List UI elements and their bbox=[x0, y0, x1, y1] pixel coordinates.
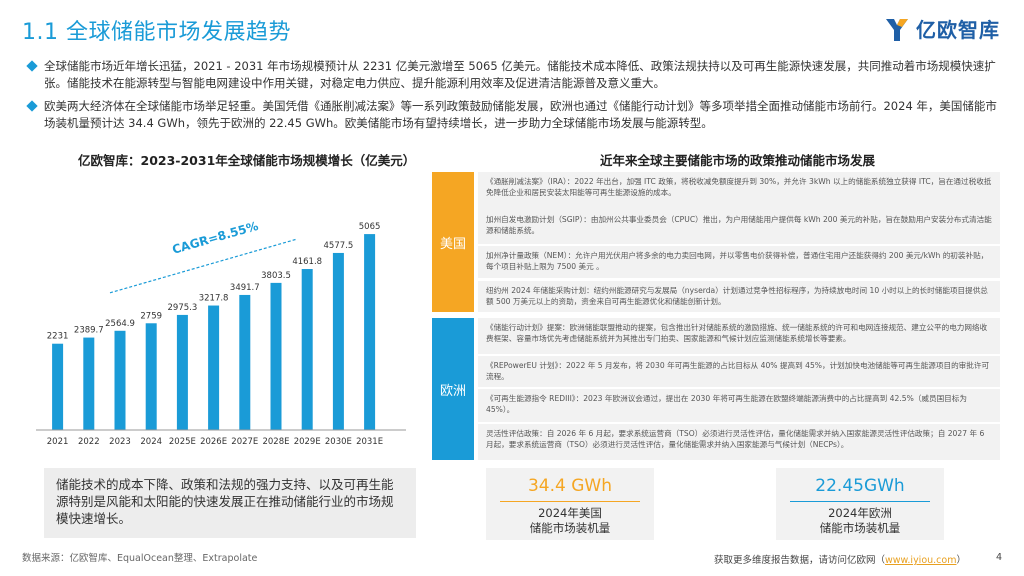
chart-x-tick-label: 2026E bbox=[200, 437, 227, 447]
intro-bullets: 全球储能市场近年增长迅猛，2021 - 2031 年市场规模预计从 2231 亿… bbox=[26, 58, 1008, 138]
region-label-eu: 欧洲 bbox=[432, 318, 474, 460]
stat-card-us: 34.4 GWh 2024年美国 储能市场装机量 bbox=[486, 468, 654, 540]
stat-value: 22.45GWh bbox=[815, 476, 905, 496]
footer-prefix: 获取更多维度报告数据，请访问亿欧网（ bbox=[713, 555, 885, 566]
region-label-us: 美国 bbox=[432, 172, 474, 312]
logo-icon bbox=[886, 18, 908, 41]
chart-bar bbox=[176, 314, 188, 430]
cagr-arrow-line bbox=[109, 238, 298, 294]
data-source: 数据来源：亿欧智库、EqualOcean整理、Extrapolate bbox=[22, 553, 258, 564]
logo-text: 亿欧智库 bbox=[916, 18, 1000, 42]
chart-bar bbox=[145, 323, 157, 430]
chart-x-tick-label: 2022 bbox=[78, 437, 100, 447]
chart-bar bbox=[301, 269, 313, 430]
policy-item-us-ira: 《通胀削减法案》（IRA）：2022 年出台，加强 ITC 政策，将税收减免额度… bbox=[478, 172, 1000, 214]
chart-x-tick-label: 2029E bbox=[294, 437, 321, 447]
footer-link[interactable]: www.iyiou.com bbox=[884, 555, 957, 566]
policy-item-eu-action-plan: 《储能行动计划》提案：欧洲储能联盟推动的提案，包含推出针对储能系统的激励措施、统… bbox=[478, 318, 1000, 354]
policy-item-us-nem: 加州净计量政策（NEM）：允许户用光伏用户将多余的电力卖回电网，并以零售电价获得… bbox=[478, 246, 1000, 278]
stat-divider bbox=[790, 501, 930, 502]
footer-text: 获取更多维度报告数据，请访问亿欧网（www.iyiou.com） bbox=[714, 552, 966, 566]
chart-value-label: 3217.8 bbox=[199, 294, 229, 304]
policy-item-us-nyserda: 纽约州 2024 年储能采购计划：纽约州能源研究与发展局（nyserda）计划通… bbox=[478, 281, 1000, 312]
stat-divider bbox=[500, 501, 640, 502]
chart-x-tick-label: 2025E bbox=[169, 437, 196, 447]
chart-x-tick-label: 2028E bbox=[262, 437, 289, 447]
chart-x-tick-label: 2031E bbox=[356, 437, 383, 447]
chart-x-tick-label: 2030E bbox=[325, 437, 352, 447]
diamond-bullet-icon bbox=[26, 100, 38, 112]
bullet-text: 全球储能市场近年增长迅猛，2021 - 2031 年市场规模预计从 2231 亿… bbox=[44, 59, 996, 90]
chart-bar bbox=[364, 234, 376, 430]
brand-logo: 亿欧智库 bbox=[884, 14, 1000, 43]
policy-item-eu-rediii: 《可再生能源指令 REDIII》：2023 年欧洲议会通过，提出在 2030 年… bbox=[478, 389, 1000, 422]
chart-value-label: 2389.7 bbox=[74, 326, 104, 336]
chart-bar bbox=[270, 282, 282, 430]
chart-bar bbox=[239, 294, 251, 430]
chart-title: 亿欧智库：2023-2031年全球储能市场规模增长（亿美元） bbox=[78, 153, 416, 168]
chart-value-label: 5065 bbox=[359, 222, 381, 232]
market-size-bar-chart: 2231 2021 2389.7 2022 2564.9 2023 2759 2024 2975… bbox=[36, 219, 406, 447]
chart-value-label: 4577.5 bbox=[324, 241, 354, 251]
policy-item-eu-flexibility: 灵活性评估政策：自 2026 年 6 月起，要求系统运营商（TSO）必须进行灵活… bbox=[478, 424, 1000, 460]
bullet-text: 欧美两大经济体在全球储能市场举足轻重。美国凭借《通胀削减法案》等一系列政策鼓励储… bbox=[44, 99, 997, 130]
bullet-item: 全球储能市场近年增长迅猛，2021 - 2031 年市场规模预计从 2231 亿… bbox=[26, 58, 1008, 92]
diamond-bullet-icon bbox=[26, 60, 38, 72]
summary-box: 储能技术的成本下降、政策和法规的强力支持、以及可再生能源特别是风能和太阳能的快速… bbox=[44, 468, 416, 538]
policy-title: 近年来全球主要储能市场的政策推动储能市场发展 bbox=[600, 153, 876, 168]
chart-value-label: 3803.5 bbox=[261, 271, 291, 281]
chart-x-tick-label: 2024 bbox=[140, 437, 162, 447]
stat-card-eu: 22.45GWh 2024年欧洲 储能市场装机量 bbox=[776, 468, 944, 540]
stat-label: 储能市场装机量 bbox=[819, 521, 901, 535]
page-title: 1.1 全球储能市场发展趋势 bbox=[22, 20, 291, 45]
chart-x-tick-label: 2021 bbox=[47, 437, 69, 447]
chart-value-label: 2759 bbox=[140, 311, 162, 321]
chart-value-label: 4161.8 bbox=[292, 257, 322, 267]
chart-bar bbox=[332, 252, 344, 430]
stat-label: 2024年美国 bbox=[538, 506, 602, 520]
stat-label: 储能市场装机量 bbox=[529, 521, 611, 535]
page-number: 4 bbox=[995, 552, 1002, 563]
chart-value-label: 2564.9 bbox=[105, 319, 135, 329]
cagr-annotation: CAGR=8.55% bbox=[171, 219, 260, 257]
chart-bar bbox=[208, 305, 220, 430]
bullet-item: 欧美两大经济体在全球储能市场举足轻重。美国凭借《通胀削减法案》等一系列政策鼓励储… bbox=[26, 98, 1008, 132]
policy-item-eu-repowereu: 《REPowerEU 计划》：2022 年 5 月发布，将 2030 年可再生能… bbox=[478, 356, 1000, 387]
chart-value-label: 2231 bbox=[47, 332, 69, 342]
chart-bar bbox=[83, 337, 95, 430]
chart-x-tick-label: 2027E bbox=[231, 437, 258, 447]
chart-bar bbox=[52, 343, 64, 430]
stat-value: 34.4 GWh bbox=[527, 476, 612, 496]
chart-x-tick-label: 2023 bbox=[109, 437, 131, 447]
chart-bar bbox=[114, 330, 126, 430]
policy-item-us-sgip: 加州自发电激励计划（SGIP）：由加州公共事业委员会（CPUC）推出，为户用储能… bbox=[478, 210, 1000, 244]
chart-value-label: 3491.7 bbox=[230, 283, 260, 293]
stat-label: 2024年欧洲 bbox=[828, 506, 892, 520]
footer-suffix: ） bbox=[956, 555, 966, 566]
chart-value-label: 2975.3 bbox=[168, 303, 198, 313]
